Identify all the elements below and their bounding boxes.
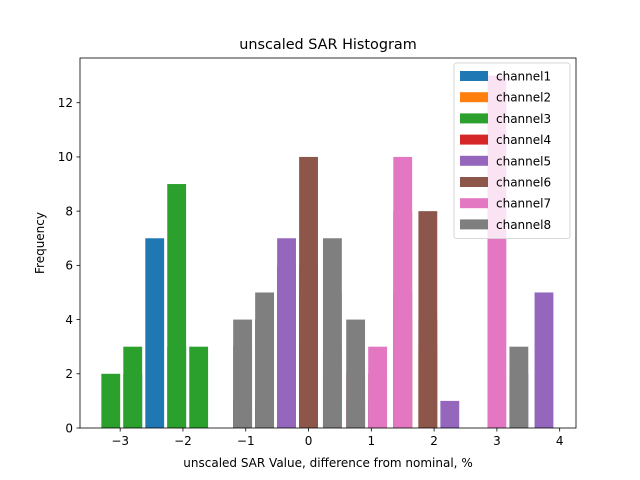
bar-channel5 [440,400,460,428]
x-tick-label: 2 [430,434,438,448]
bar-channel8 [322,238,342,428]
bar-channel7 [368,346,388,428]
y-tick-label: 2 [65,367,73,381]
bar-channel8 [346,319,366,428]
y-tick-label: 10 [58,150,73,164]
legend-label-channel1: channel1 [496,70,551,84]
x-tick-label: −1 [237,434,255,448]
legend: channel1 channel2 channel3 channel4 channel5… [453,62,571,240]
y-axis-ticks: 0 2 4 6 8 10 12 [58,96,80,435]
x-axis-label: unscaled SAR Value, difference from nomi… [183,456,472,470]
y-tick-label: 12 [58,96,73,110]
legend-label-channel5: channel5 [496,154,551,168]
bar-channel3 [189,346,209,428]
chart-title: unscaled SAR Histogram [239,37,417,53]
bar-channel8 [255,292,275,428]
bar-channel1 [145,238,165,428]
x-tick-label: 4 [556,434,564,448]
legend-swatch-channel5 [460,155,488,166]
legend-label-channel2: channel2 [496,91,551,105]
legend-swatch-channel2 [460,92,488,103]
legend-swatch-channel1 [460,71,488,81]
legend-swatch-channel3 [460,113,488,124]
legend-box [453,62,571,240]
bar-channel7 [393,156,413,428]
x-axis-ticks: −3 −2 −1 0 1 2 3 4 [111,428,563,448]
legend-swatch-channel6 [460,177,488,187]
legend-label-channel7: channel7 [496,197,551,211]
y-tick-label: 0 [65,421,73,435]
legend-label-channel4: channel4 [496,133,551,147]
x-tick-label: −3 [111,434,129,448]
bar-channel5 [534,292,554,428]
bar-channel6 [418,211,438,428]
x-tick-label: 1 [368,434,376,448]
bar-channel3 [123,346,143,428]
bar-channel6 [299,156,318,428]
axes-frame [79,57,577,429]
x-tick-label: 3 [493,434,501,448]
bar-channel8 [233,319,253,428]
x-tick-label: −2 [174,434,192,448]
legend-label-channel6: channel6 [496,176,551,190]
bars-layer [101,75,554,429]
legend-swatch-channel8 [460,219,488,230]
legend-swatch-channel4 [460,134,488,145]
y-tick-label: 8 [65,204,73,218]
legend-label-channel3: channel3 [496,112,551,126]
y-axis-label: Frequency [33,212,47,274]
y-tick-label: 6 [65,259,73,273]
bar-channel5 [277,238,296,428]
legend-label-channel8: channel8 [496,218,551,232]
bar-channel3 [167,184,187,428]
y-tick-label: 4 [65,313,73,327]
bar-channel3 [101,373,121,428]
x-tick-label: 0 [305,434,313,448]
legend-swatch-channel7 [460,198,488,209]
bar-channel8 [509,346,529,428]
